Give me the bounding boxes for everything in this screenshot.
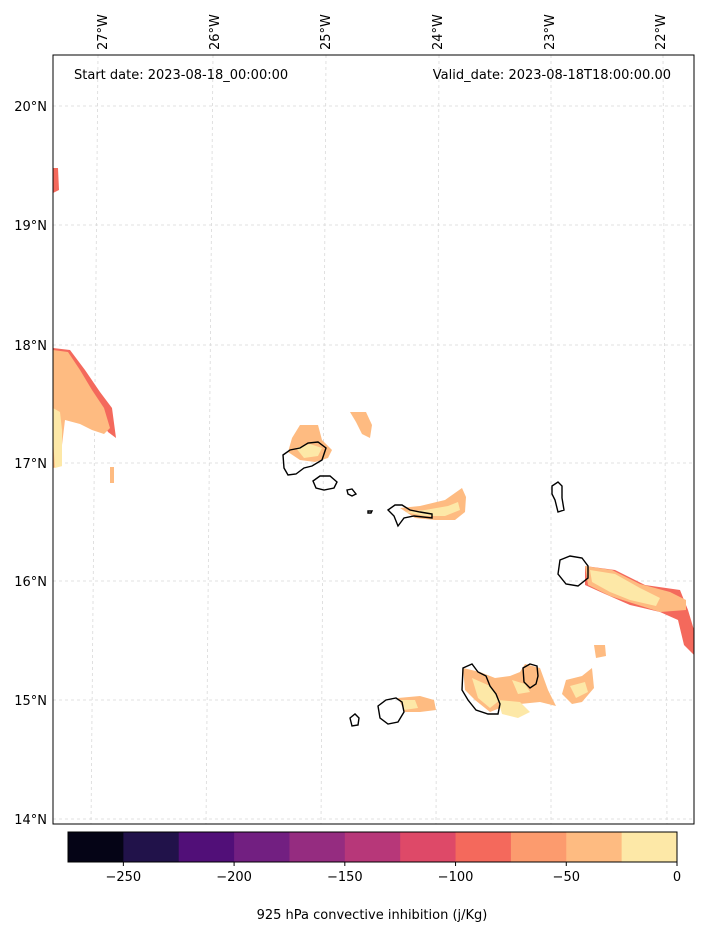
colorbar-tick-label: −50 — [553, 870, 580, 885]
colorbar-title: 925 hPa convective inhibition (j/Kg) — [257, 908, 488, 923]
colorbar-frame — [67, 831, 678, 863]
colorbar-segment — [510, 832, 567, 862]
island-boa-vista — [557, 555, 589, 587]
colorbar-segment — [566, 832, 623, 862]
island-sao-vicente — [312, 475, 338, 491]
colorbar-segment — [289, 832, 346, 862]
cin-patch-west-top — [53, 168, 59, 193]
cin-patch-sao-nicolau-inner — [405, 502, 460, 516]
meridian-22w — [662, 54, 668, 825]
cin-patch-santo-antao-inner — [296, 444, 322, 458]
cin-patch-west-main — [53, 350, 110, 468]
lat-label-20n: 20°N — [14, 100, 47, 115]
colorbar-segment — [234, 832, 290, 862]
colorbar — [68, 832, 678, 862]
island-fogo — [377, 697, 405, 725]
cin-patch-ne-small — [350, 412, 372, 438]
island-santiago — [461, 663, 501, 715]
colorbar-segment — [621, 832, 678, 862]
colorbar-segment — [400, 832, 457, 862]
longitude-labels: 27°W 26°W 25°W 24°W 23°W 22°W — [96, 14, 669, 50]
cin-patch-west-inner — [53, 408, 62, 468]
lon-label-27w: 27°W — [96, 14, 111, 50]
cin-patch-south-east-inner — [570, 682, 588, 698]
valid-date-label: Valid_date: 2023-08-18T18:00:00.00 — [433, 68, 671, 83]
coastlines — [282, 441, 589, 727]
colorbar-segment — [178, 832, 235, 862]
lat-label-18n: 18°N — [14, 339, 47, 354]
meridian-24w — [435, 54, 440, 825]
lon-label-24w: 24°W — [431, 14, 446, 50]
cin-patch-east-inner — [590, 570, 660, 606]
lon-label-25w: 25°W — [319, 14, 334, 50]
map-plot-area — [53, 55, 694, 824]
cin-patch-fogo-inner — [400, 700, 418, 710]
island-sao-nicolau — [386, 504, 433, 528]
colorbar-tick-label: −250 — [106, 870, 142, 885]
island-santo-antao — [282, 441, 327, 476]
colorbar-segment — [344, 832, 401, 862]
meridian-26w — [205, 54, 214, 825]
colorbar-ticks: −250 −200 −150 −100 −50 0 — [106, 862, 681, 885]
lat-label-14n: 14°N — [14, 813, 47, 828]
cin-patch-santiago-inner — [472, 678, 500, 708]
colorbar-tick-label: −100 — [438, 870, 474, 885]
start-date-label: Start date: 2023-08-18_00:00:00 — [74, 68, 288, 83]
colorbar-tick-label: −150 — [327, 870, 363, 885]
meridian-27w — [90, 54, 99, 825]
map-frame — [52, 54, 695, 825]
island-sal — [551, 481, 565, 513]
cin-patch-south-small — [594, 645, 606, 658]
cin-patch-west-small — [110, 467, 114, 483]
cin-contours — [53, 168, 694, 718]
lat-label-19n: 19°N — [14, 219, 47, 234]
cin-patch-south-tail — [498, 700, 530, 718]
lon-label-22w: 22°W — [654, 14, 669, 50]
colorbar-segment — [455, 832, 512, 862]
lat-label-15n: 15°N — [14, 694, 47, 709]
colorbar-tick-label: 0 — [673, 870, 681, 885]
lat-label-16n: 16°N — [14, 575, 47, 590]
island-razo — [367, 510, 374, 514]
lon-label-23w: 23°W — [543, 14, 558, 50]
island-brava — [349, 713, 360, 727]
colorbar-segment — [68, 832, 124, 862]
colorbar-tick-label: −200 — [216, 870, 252, 885]
gridlines — [53, 54, 694, 825]
lon-label-26w: 26°W — [208, 14, 223, 50]
latitude-labels: 20°N 19°N 18°N 17°N 16°N 15°N 14°N — [14, 100, 47, 828]
island-santa-luzia — [346, 488, 358, 497]
meridian-25w — [320, 54, 327, 825]
island-maio — [522, 663, 539, 689]
cin-patch-santiago-inner2 — [512, 680, 530, 694]
lat-label-17n: 17°N — [14, 457, 47, 472]
colorbar-segment — [123, 832, 180, 862]
